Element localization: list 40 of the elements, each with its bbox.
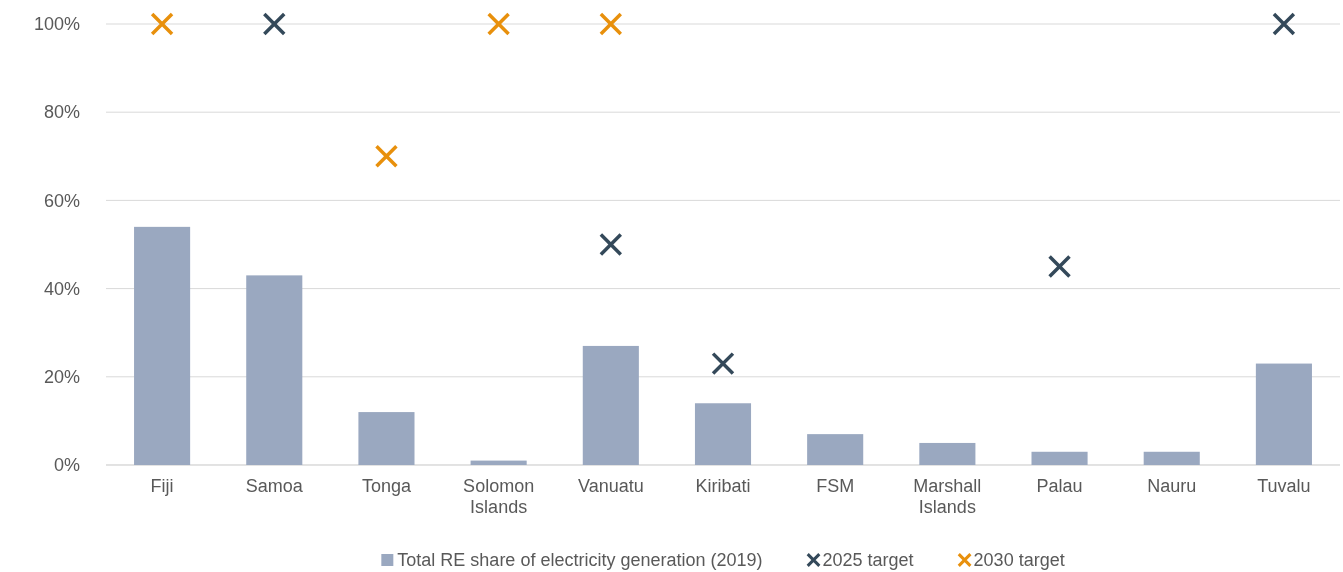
x-tick-label: Marshall Islands [913, 475, 982, 518]
bar [1031, 451, 1088, 465]
bar [1255, 363, 1312, 465]
x-tick-label: Nauru [1147, 475, 1197, 496]
y-tick-label: 40% [43, 278, 80, 299]
point [711, 351, 735, 376]
bar [470, 460, 527, 465]
x-tick-label: Tuvalu [1257, 475, 1311, 496]
legend-label: 2025 target [822, 550, 914, 571]
bar [694, 403, 752, 465]
point [599, 232, 623, 257]
bar [246, 275, 303, 465]
legend-label: Total RE share of electricity generation (2019) [397, 550, 763, 571]
point [1047, 254, 1072, 279]
y-tick-label: 60% [43, 190, 80, 211]
point [599, 12, 623, 36]
bar [134, 226, 191, 465]
x-tick-label: Samoa [245, 475, 304, 496]
point [262, 12, 286, 36]
x-tick-label: Fiji [150, 475, 174, 496]
y-tick-label: 100% [33, 14, 80, 35]
bar [1143, 451, 1200, 465]
x-tick-label: Solomon Islands [463, 475, 535, 518]
point [1272, 12, 1296, 36]
legend-label: 2030 target [973, 550, 1065, 571]
bar [582, 345, 639, 465]
x-tick-label: Palau [1036, 475, 1083, 496]
y-tick-label: 80% [43, 102, 80, 123]
point [150, 12, 174, 36]
x-tick-label: FSM [816, 475, 855, 496]
x-tick-label: Vanuatu [577, 475, 644, 496]
point [374, 144, 399, 168]
point [486, 12, 511, 36]
y-tick-label: 0% [53, 455, 80, 476]
x-tick-label: Kiribati [695, 475, 751, 496]
bar [919, 442, 976, 465]
x-tick-label: Tonga [361, 475, 412, 496]
y-tick-label: 20% [43, 367, 80, 388]
bar [807, 434, 864, 465]
bar [358, 412, 415, 465]
